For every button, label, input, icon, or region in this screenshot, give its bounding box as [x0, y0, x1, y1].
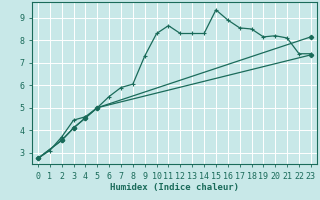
X-axis label: Humidex (Indice chaleur): Humidex (Indice chaleur)	[110, 183, 239, 192]
